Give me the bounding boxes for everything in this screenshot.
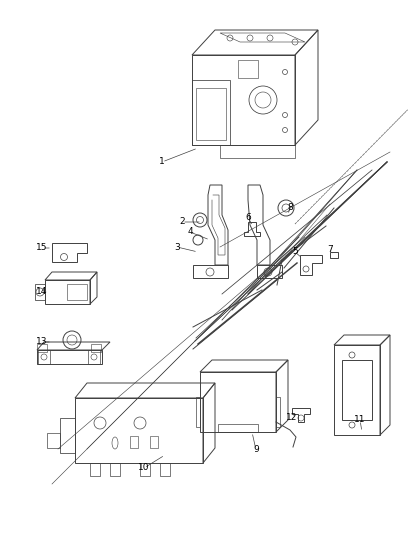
Text: 5: 5 xyxy=(292,248,298,256)
Text: 4: 4 xyxy=(187,228,193,236)
Text: 11: 11 xyxy=(354,416,366,424)
Text: 2: 2 xyxy=(179,217,185,227)
Text: 6: 6 xyxy=(245,214,251,223)
Text: 9: 9 xyxy=(253,446,259,455)
Text: 3: 3 xyxy=(174,242,180,251)
Text: 10: 10 xyxy=(138,463,150,473)
Text: 8: 8 xyxy=(287,203,293,211)
Text: 12: 12 xyxy=(286,414,298,423)
Text: 7: 7 xyxy=(327,246,333,255)
Text: 15: 15 xyxy=(36,243,48,253)
Text: 13: 13 xyxy=(36,338,48,346)
Text: 1: 1 xyxy=(159,158,165,166)
Text: 14: 14 xyxy=(36,287,48,296)
